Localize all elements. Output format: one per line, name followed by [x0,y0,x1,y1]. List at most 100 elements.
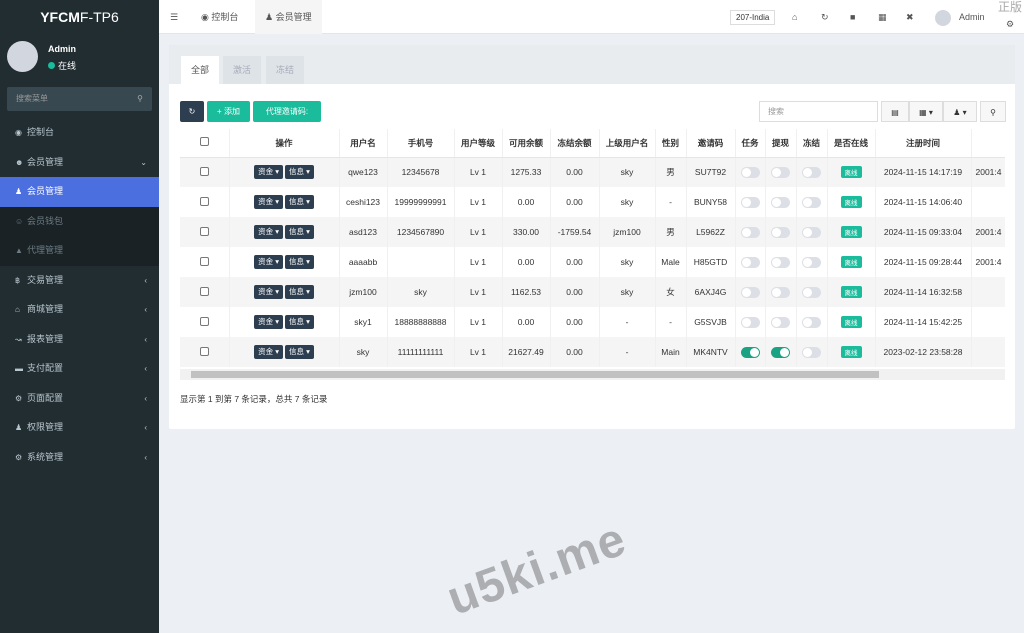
row-checkbox[interactable] [180,247,230,277]
withdraw-toggle[interactable] [771,166,790,178]
sidebar-item-10[interactable]: ♟ 权限管理 ‹ [0,413,159,443]
sidebar-item-label: 商城管理 [27,304,64,314]
cell-frozen: -1759.54 [550,217,600,247]
task-toggle[interactable] [740,286,760,298]
scrollbar-thumb[interactable] [191,371,879,378]
tab-member[interactable]: ♟ 会员管理 [255,0,322,34]
column-header: 邀请码 [686,129,736,158]
sidebar-item-5[interactable]: ฿ 交易管理 ‹ [0,266,159,296]
row-checkbox[interactable] [180,217,230,247]
withdraw-toggle[interactable] [771,196,790,208]
freeze-toggle[interactable] [802,256,821,268]
menu-search-input[interactable]: 搜索菜单 ⚲ [7,87,152,111]
users-icon: ♟ [15,423,23,432]
sidebar-menu: ◉ 控制台 ☻ 会员管理 ⌄ ♟ 会员管理 ☺ 会员钱包 ▲ 代理管理฿交易管理 ‹ ⌂ 商城管理 ‹ ↝ 报表… [0,118,159,472]
search-icon[interactable]: ⚲ [137,94,143,103]
table-search-input[interactable]: 搜索 [759,101,878,122]
cell-withdraw [765,157,797,187]
info-dropdown[interactable]: 信息 ▾ [285,285,314,299]
task-toggle[interactable] [740,316,760,328]
cell-gender: - [655,187,687,217]
language-icon[interactable]: ▦ [878,12,887,22]
freeze-toggle[interactable] [802,166,821,178]
task-toggle[interactable] [740,346,760,358]
brand-rest: F-TP6 [79,9,119,25]
user-name: Admin [48,44,76,54]
sidebar-item-4[interactable]: ▲ 代理管理 [0,236,159,266]
info-dropdown[interactable]: 信息 ▾ [285,165,314,180]
fund-dropdown[interactable]: 资金 ▾ [254,255,283,269]
row-checkbox[interactable] [180,307,230,337]
chevron-left-icon: ‹ [144,334,147,344]
info-dropdown[interactable]: 信息 ▾ [285,195,314,209]
invite-code-button[interactable]: 代理邀请码: [253,101,321,122]
withdraw-toggle[interactable] [771,346,790,358]
add-button[interactable]: + 添加 [207,101,250,122]
menu-search-placeholder: 搜索菜单 [16,94,48,103]
horizontal-scrollbar[interactable] [180,369,1005,380]
refresh-button[interactable]: ↻ [180,101,204,122]
cogs-icon: ⚙ [15,452,23,462]
task-toggle[interactable] [740,226,760,238]
region-select[interactable]: 207-India [730,10,776,25]
toggle-view-button[interactable]: ▤ [881,101,909,122]
freeze-toggle[interactable] [802,316,821,328]
sidebar-item-1[interactable]: ☻ 会员管理 ⌄ [0,148,159,178]
columns-button[interactable]: ▦ ▾ [909,101,943,122]
tab-active[interactable]: 激活 [223,56,261,84]
info-dropdown[interactable]: 信息 ▾ [285,345,314,359]
withdraw-toggle[interactable] [771,316,790,328]
fund-dropdown[interactable]: 资金 ▾ [254,345,283,359]
sidebar-item-3[interactable]: ☺ 会员钱包 [0,206,159,236]
menu-toggle-icon[interactable]: ☰ [170,12,179,22]
admin-name[interactable]: Admin [959,12,985,22]
settings-icon[interactable]: ⚙ [1006,19,1015,29]
info-dropdown[interactable]: 信息 ▾ [285,255,314,269]
fund-dropdown[interactable]: 资金 ▾ [254,225,283,239]
sidebar-item-2[interactable]: ♟ 会员管理 [0,177,159,207]
home-icon[interactable]: ⌂ [792,12,798,22]
row-checkbox[interactable] [180,187,230,217]
select-all-checkbox[interactable] [180,129,230,158]
task-toggle[interactable] [740,256,760,268]
sidebar-item-9[interactable]: ⚙ 页面配置 ‹ [0,384,159,414]
withdraw-toggle[interactable] [771,226,790,238]
freeze-toggle[interactable] [802,286,821,298]
task-toggle[interactable] [740,166,760,178]
sidebar-item-8[interactable]: ▬ 支付配置 ‹ [0,354,159,384]
info-dropdown[interactable]: 信息 ▾ [285,225,314,239]
fund-dropdown[interactable]: 资金 ▾ [254,165,283,180]
sidebar-item-6[interactable]: ⌂ 商城管理 ‹ [0,295,159,325]
withdraw-toggle[interactable] [771,256,790,268]
sidebar-item-0[interactable]: ◉ 控制台 [0,118,159,148]
tab-dashboard[interactable]: ◉ 控制台 [201,12,239,22]
row-checkbox[interactable] [180,157,230,187]
sidebar-item-7[interactable]: ↝ 报表管理 ‹ [0,325,159,355]
advanced-search-button[interactable]: ⚲ [980,101,1006,122]
fund-dropdown[interactable]: 资金 ▾ [254,315,283,329]
tab-all[interactable]: 全部 [181,56,219,84]
row-checkbox[interactable] [180,277,230,307]
fund-dropdown[interactable]: 资金 ▾ [254,285,283,299]
cell-code: L5962Z [686,217,736,247]
sidebar-item-11[interactable]: ⚙ 系统管理 ‹ [0,443,159,473]
info-label: 信息 [289,317,304,326]
freeze-toggle[interactable] [802,346,821,358]
user-status: 在线 [48,59,76,72]
task-toggle[interactable] [740,196,760,208]
fullscreen-icon[interactable]: ✖ [906,12,914,22]
withdraw-toggle[interactable] [771,286,790,298]
online-status-badge: 离线 [840,256,862,268]
refresh-icon[interactable]: ↻ [821,12,829,22]
row-checkbox[interactable] [180,337,230,367]
fund-dropdown[interactable]: 资金 ▾ [254,195,283,209]
brand-logo[interactable]: YFCMF-TP6 [0,0,159,34]
export-button[interactable]: ♟ ▾ [943,101,977,122]
freeze-toggle[interactable] [802,226,821,238]
freeze-toggle[interactable] [802,196,821,208]
column-header[interactable]: 注册时间 [875,129,972,158]
tab-frozen[interactable]: 冻结 [266,56,304,84]
trash-icon[interactable]: ■ [850,12,856,22]
info-dropdown[interactable]: 信息 ▾ [285,315,314,329]
admin-avatar[interactable] [935,10,951,26]
